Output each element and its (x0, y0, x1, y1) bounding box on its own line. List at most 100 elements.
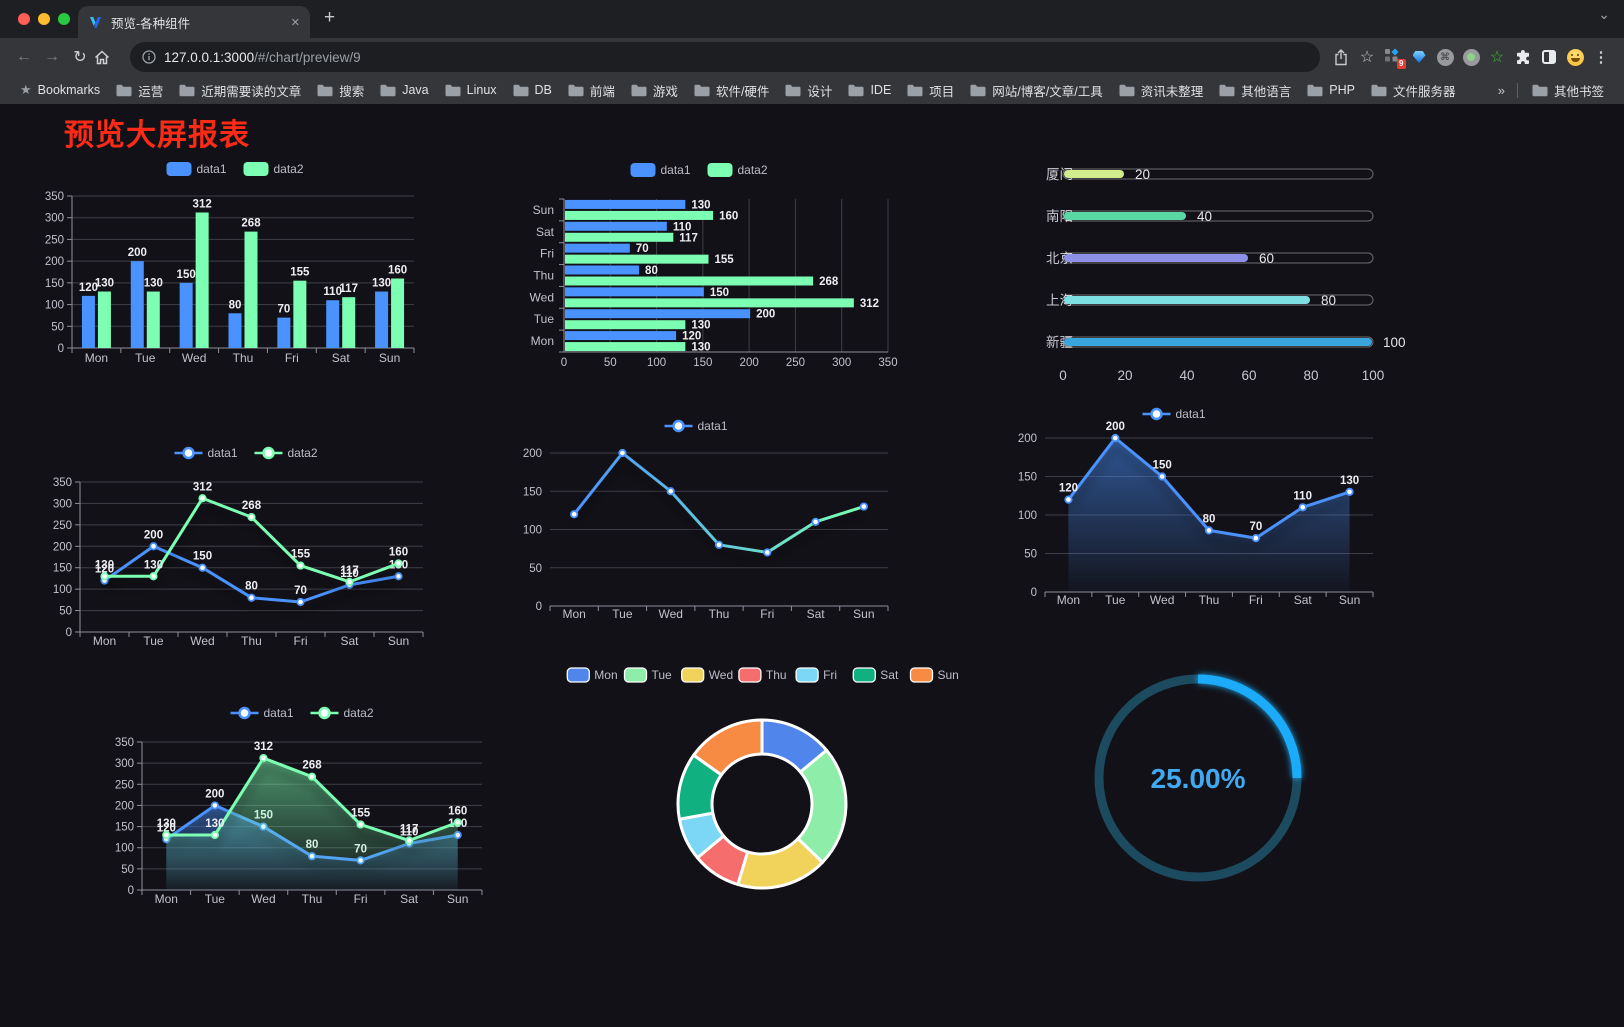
bookmark-folder[interactable]: 文件服务器 (1363, 79, 1464, 101)
extension-record-icon[interactable] (1458, 48, 1484, 66)
svg-text:312: 312 (860, 298, 879, 310)
svg-text:data1: data1 (698, 419, 728, 433)
svg-text:250: 250 (45, 234, 64, 246)
svg-text:Tue: Tue (1105, 593, 1126, 607)
svg-text:160: 160 (389, 546, 408, 558)
bookmark-folder[interactable]: 其他语言 (1211, 79, 1299, 101)
url-bar[interactable]: 127.0.0.1:3000/#/chart/preview/9 (130, 42, 1320, 72)
bookmarks-root[interactable]: ★ Bookmarks (12, 79, 108, 101)
svg-text:data2: data2 (274, 162, 304, 176)
folder-icon (1307, 84, 1323, 96)
svg-text:Wed: Wed (709, 668, 733, 682)
vertical-bar-chart-canvas[interactable]: data1 data2 0 50 100 150 200 250 300 350 Mon Tue Wed… (36, 146, 461, 372)
svg-text:data1: data1 (197, 162, 227, 176)
svg-text:Thu: Thu (1199, 593, 1220, 607)
gauge-chart-canvas[interactable]: 25.00% (1058, 638, 1338, 918)
bookmark-folder[interactable]: IDE (840, 79, 899, 101)
svg-text:150: 150 (115, 822, 134, 834)
svg-text:data2: data2 (288, 446, 318, 460)
bookmarks-right-group: » 其他书签 (1492, 79, 1612, 101)
svg-text:Mon: Mon (594, 668, 617, 682)
svg-text:Fri: Fri (294, 634, 308, 648)
gradient-line-chart-canvas[interactable]: data1 0 50 100 150 200 Mon Tue Wed Thu Fri Sat Sun (500, 417, 900, 623)
bookmark-star-button[interactable]: ☆ (1359, 49, 1375, 66)
back-button[interactable]: ← (16, 48, 32, 65)
bookmark-folder[interactable]: 前端 (560, 79, 623, 101)
profile-avatar[interactable] (1562, 48, 1588, 66)
reload-button[interactable]: ↻ (73, 49, 87, 66)
extension-darkmode-icon[interactable] (1536, 50, 1562, 64)
window-close-button[interactable] (18, 13, 30, 25)
bookmark-folder[interactable]: Linux (437, 79, 505, 101)
donut-chart-canvas[interactable]: Mon Tue Wed Thu Fri Sat Sun (562, 660, 962, 895)
svg-text:200: 200 (1018, 433, 1037, 445)
svg-text:50: 50 (604, 357, 617, 369)
bookmark-folder[interactable]: 软件/硬件 (686, 79, 777, 101)
svg-text:200: 200 (115, 800, 134, 812)
bookmarks-overflow-chevron[interactable]: » (1497, 82, 1505, 98)
extension-green-star-icon[interactable]: ☆ (1489, 49, 1505, 66)
svg-text:130: 130 (691, 199, 710, 211)
bookmark-folder[interactable]: 近期需要读的文章 (171, 79, 309, 101)
tab-search-chevron-icon[interactable]: ⌄ (1598, 6, 1610, 22)
svg-text:Sat: Sat (807, 607, 826, 621)
bookmark-folder[interactable]: 搜索 (309, 79, 372, 101)
svg-text:200: 200 (523, 448, 542, 460)
svg-text:0: 0 (1031, 587, 1037, 599)
bookmark-folder[interactable]: DB (505, 79, 560, 101)
donut-chart: Mon Tue Wed Thu Fri Sat Sun (562, 660, 962, 895)
svg-text:200: 200 (45, 256, 64, 268)
svg-text:data1: data1 (264, 706, 294, 720)
svg-text:data1: data1 (1176, 407, 1206, 421)
share-button[interactable] (1328, 48, 1354, 66)
svg-text:268: 268 (302, 760, 322, 772)
svg-text:130: 130 (95, 278, 114, 290)
bookmark-folder-label: 项目 (929, 84, 955, 99)
two-series-area-chart: data1 data2 0 50 100 150 200 250 300 350 Mon Tue Wed… (88, 700, 528, 915)
svg-text:Sat: Sat (332, 351, 351, 365)
bookmark-folder[interactable]: 项目 (899, 79, 962, 101)
gradient-line-chart: data1 0 50 100 150 200 Mon Tue Wed Thu Fri Sat Sun (500, 417, 900, 623)
svg-text:Mon: Mon (93, 634, 116, 648)
extension-tampermonkey-icon[interactable]: 9 (1380, 48, 1406, 69)
svg-text:120: 120 (157, 822, 176, 834)
browser-tab[interactable]: 预览-各种组件 ✕ (78, 6, 310, 38)
bookmark-folder-label: 前端 (589, 84, 615, 99)
two-series-area-chart-canvas[interactable]: data1 data2 0 50 100 150 200 250 300 350 Mon Tue Wed… (88, 700, 528, 915)
svg-text:Fri: Fri (823, 668, 837, 682)
extensions-puzzle-icon[interactable] (1510, 49, 1536, 65)
bookmark-folder[interactable]: 网站/博客/文章/工具 (962, 79, 1110, 101)
svg-text:150: 150 (693, 357, 712, 369)
window-minimize-button[interactable] (38, 13, 50, 25)
site-info-icon[interactable] (142, 50, 156, 64)
bookmark-folder[interactable]: 运营 (108, 79, 171, 101)
svg-text:250: 250 (53, 520, 72, 532)
bookmark-folder[interactable]: 游戏 (623, 79, 686, 101)
svg-text:150: 150 (193, 551, 212, 563)
bookmark-folder[interactable]: PHP (1299, 79, 1363, 101)
extension-command-icon[interactable]: ⌘ (1432, 48, 1458, 66)
svg-text:130: 130 (691, 320, 710, 332)
browser-menu-button[interactable]: ⋮ (1593, 49, 1609, 66)
tab-strip: 预览-各种组件 ✕ + ⌄ (0, 0, 1624, 38)
new-tab-button[interactable]: + (324, 7, 336, 28)
extension-gem-icon[interactable] (1406, 51, 1432, 63)
home-button[interactable] (94, 49, 122, 65)
horizontal-bar-chart-canvas[interactable]: data1 data2 0 50 100 150 200 250 300 350 Sun 130 160… (498, 148, 898, 370)
svg-text:117: 117 (340, 565, 359, 577)
window-maximize-button[interactable] (58, 13, 70, 25)
tab-close-icon[interactable]: ✕ (290, 16, 300, 29)
other-bookmarks[interactable]: 其他书签 (1524, 79, 1612, 101)
svg-text:150: 150 (1018, 472, 1037, 484)
bookmark-folder[interactable]: 设计 (777, 79, 840, 101)
svg-text:155: 155 (291, 549, 311, 561)
forward-button[interactable]: → (44, 48, 60, 65)
bookmark-folder[interactable]: 资讯未整理 (1111, 79, 1212, 101)
two-series-line-chart-canvas[interactable]: data1 data2 0 50 100 150 200 250 300 350 Mon Tue Wed… (30, 444, 470, 656)
svg-text:80: 80 (1303, 368, 1318, 383)
single-area-chart-canvas[interactable]: data1 0 50 100 150 200 Mon Tue Wed Thu Fri Sat Sun 12… (980, 405, 1395, 610)
svg-text:120: 120 (682, 331, 701, 343)
svg-text:60: 60 (1259, 251, 1274, 266)
bookmark-folder[interactable]: Java (372, 79, 436, 101)
